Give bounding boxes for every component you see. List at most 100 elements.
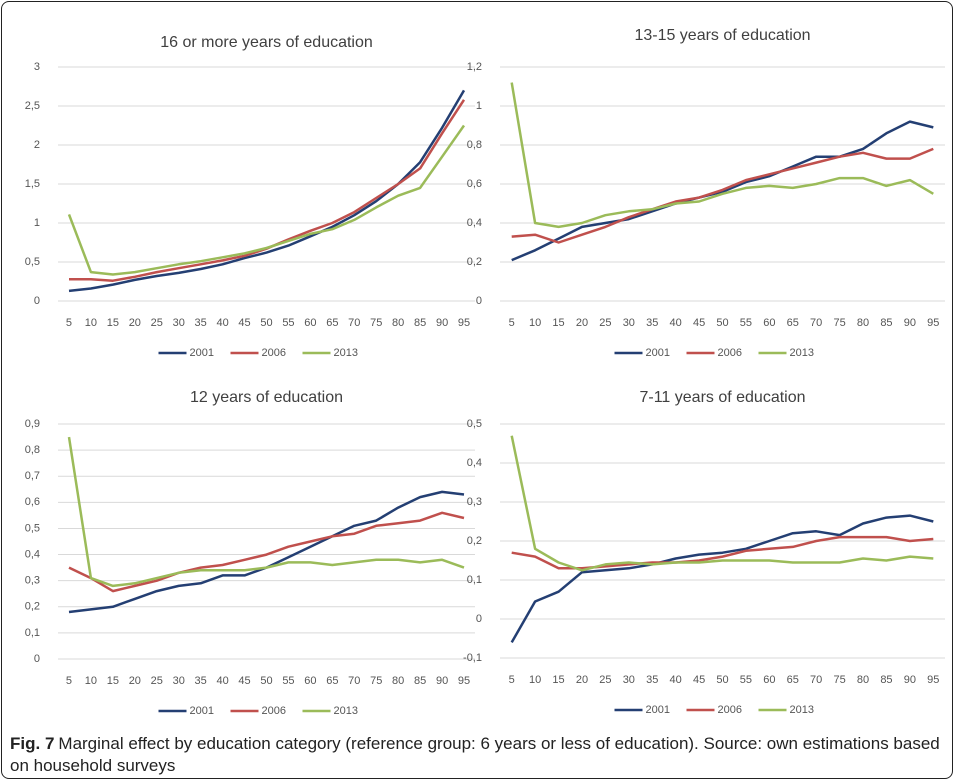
caption-text: Marginal effect by education category (r… bbox=[10, 734, 940, 775]
chart-title: 16 or more years of education bbox=[160, 34, 373, 51]
x-tick-label: 70 bbox=[348, 317, 360, 329]
x-tick-label: 65 bbox=[326, 675, 338, 687]
x-tick-label: 65 bbox=[787, 317, 799, 329]
y-tick-label: 0,3 bbox=[25, 575, 40, 587]
x-tick-label: 20 bbox=[576, 317, 588, 329]
x-tick-label: 60 bbox=[763, 317, 775, 329]
x-tick-label: 45 bbox=[693, 317, 705, 329]
y-tick-label: 0 bbox=[34, 295, 40, 307]
x-tick-label: 25 bbox=[599, 674, 611, 686]
x-tick-label: 75 bbox=[833, 674, 845, 686]
x-tick-label: 45 bbox=[693, 674, 705, 686]
y-tick-label: 1 bbox=[34, 217, 40, 229]
x-tick-label: 75 bbox=[370, 675, 382, 687]
y-tick-label: 0 bbox=[476, 295, 482, 307]
x-tick-label: 50 bbox=[260, 675, 272, 687]
data-line bbox=[510, 514, 934, 644]
y-tick-label: 0,3 bbox=[467, 496, 482, 508]
y-tick-label: 0,1 bbox=[467, 574, 482, 586]
y-tick-label: 0,1 bbox=[25, 627, 40, 639]
x-tick-label: 5 bbox=[66, 675, 72, 687]
x-tick-label: 45 bbox=[238, 317, 250, 329]
x-tick-label: 85 bbox=[414, 675, 426, 687]
legend-label: 2013 bbox=[334, 347, 358, 359]
x-tick-label: 5 bbox=[509, 674, 515, 686]
legend-label: 2013 bbox=[334, 705, 358, 717]
chart-title: 13-15 years of education bbox=[634, 27, 810, 44]
y-tick-label: 0,6 bbox=[467, 178, 482, 190]
x-tick-label: 80 bbox=[392, 675, 404, 687]
x-tick-label: 40 bbox=[670, 317, 682, 329]
y-tick-label: 0,4 bbox=[467, 217, 482, 229]
x-tick-label: 25 bbox=[599, 317, 611, 329]
x-tick-label: 75 bbox=[370, 317, 382, 329]
y-tick-label: 2,5 bbox=[25, 100, 40, 112]
data-line bbox=[67, 124, 466, 276]
x-tick-label: 95 bbox=[927, 317, 939, 329]
data-line bbox=[511, 535, 934, 570]
x-tick-label: 55 bbox=[282, 675, 294, 687]
x-tick-label: 95 bbox=[458, 317, 470, 329]
x-tick-label: 30 bbox=[173, 317, 185, 329]
x-tick-label: 20 bbox=[129, 675, 141, 687]
data-line bbox=[68, 89, 466, 293]
x-tick-label: 35 bbox=[646, 317, 658, 329]
legend-label: 2006 bbox=[718, 704, 742, 716]
legend-label: 2006 bbox=[262, 705, 286, 717]
x-tick-label: 15 bbox=[552, 317, 564, 329]
x-tick-label: 95 bbox=[927, 674, 939, 686]
x-tick-label: 15 bbox=[552, 674, 564, 686]
legend-label: 2001 bbox=[190, 347, 214, 359]
y-tick-label: 0,2 bbox=[467, 256, 482, 268]
x-tick-label: 65 bbox=[787, 674, 799, 686]
x-tick-label: 60 bbox=[763, 674, 775, 686]
x-tick-label: 10 bbox=[529, 674, 541, 686]
x-tick-label: 90 bbox=[904, 317, 916, 329]
x-tick-label: 85 bbox=[880, 317, 892, 329]
x-tick-label: 55 bbox=[740, 674, 752, 686]
y-tick-label: -0,1 bbox=[463, 652, 482, 664]
x-tick-label: 20 bbox=[129, 317, 141, 329]
x-tick-label: 55 bbox=[282, 317, 294, 329]
x-tick-label: 60 bbox=[304, 317, 316, 329]
x-tick-label: 40 bbox=[216, 675, 228, 687]
x-tick-label: 10 bbox=[85, 675, 97, 687]
y-tick-label: 0,5 bbox=[25, 522, 40, 534]
legend-label: 2006 bbox=[262, 347, 286, 359]
x-tick-label: 35 bbox=[646, 674, 658, 686]
y-tick-label: 0,8 bbox=[25, 444, 40, 456]
x-tick-label: 25 bbox=[151, 317, 163, 329]
y-tick-label: 0,5 bbox=[467, 418, 482, 430]
x-tick-label: 15 bbox=[107, 675, 119, 687]
x-tick-label: 30 bbox=[173, 675, 185, 687]
x-tick-label: 70 bbox=[810, 674, 822, 686]
data-line bbox=[511, 120, 934, 262]
x-tick-label: 40 bbox=[670, 674, 682, 686]
charts: 16 or more years of education 0 0,5 1 1,5 2 2,… bbox=[25, 27, 945, 717]
y-tick-label: 0,4 bbox=[25, 548, 40, 560]
y-tick-label: 3 bbox=[34, 61, 40, 73]
y-tick-label: 0 bbox=[34, 653, 40, 665]
x-tick-label: 5 bbox=[66, 317, 72, 329]
x-tick-label: 90 bbox=[436, 317, 448, 329]
legend-label: 2013 bbox=[790, 704, 814, 716]
data-line bbox=[67, 436, 465, 588]
y-tick-label: 0,9 bbox=[25, 418, 40, 430]
legend-label: 2001 bbox=[190, 705, 214, 717]
x-tick-label: 35 bbox=[195, 317, 207, 329]
y-tick-label: 0,8 bbox=[467, 139, 482, 151]
data-line bbox=[510, 82, 934, 229]
x-tick-label: 85 bbox=[880, 674, 892, 686]
x-tick-label: 80 bbox=[392, 317, 404, 329]
x-tick-label: 25 bbox=[151, 675, 163, 687]
data-line bbox=[510, 435, 934, 572]
x-tick-label: 50 bbox=[716, 317, 728, 329]
data-line bbox=[68, 490, 465, 614]
x-tick-label: 5 bbox=[509, 317, 515, 329]
x-tick-label: 85 bbox=[414, 317, 426, 329]
x-tick-label: 65 bbox=[326, 317, 338, 329]
data-line bbox=[68, 511, 465, 593]
legend-label: 2001 bbox=[646, 704, 670, 716]
x-tick-label: 35 bbox=[195, 675, 207, 687]
